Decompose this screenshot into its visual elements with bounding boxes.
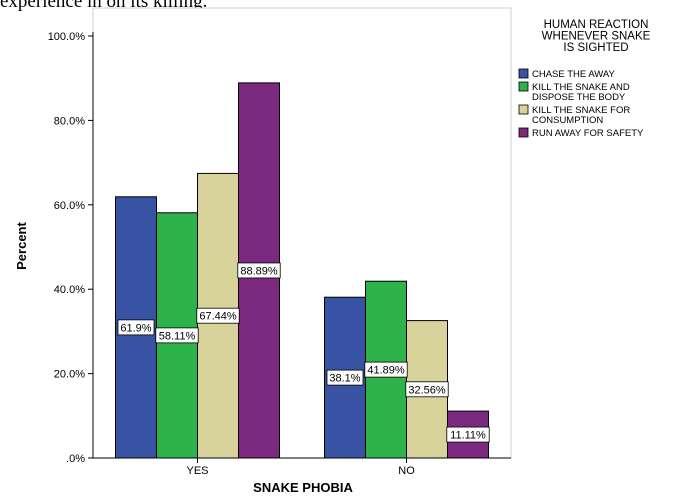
data-label-box	[326, 369, 364, 386]
y-tick-label: 20.0%	[54, 369, 85, 381]
legend-label: RUN AWAY FOR SAFETY	[532, 128, 644, 139]
y-axis: .0% 20.0% 40.0% 60.0% 80.0% 100.0%	[48, 31, 94, 465]
data-label: 88.89%	[240, 265, 278, 277]
legend-label: CONSUMPTION	[532, 115, 603, 126]
x-tick-label: NO	[398, 465, 415, 477]
legend-swatch	[518, 104, 529, 115]
x-axis: YES NO	[93, 457, 511, 477]
legend-title-line: IS SIGHTED	[563, 42, 628, 54]
legend-label: CHASE THE AWAY	[532, 69, 616, 80]
x-axis-title: SNAKE PHOBIA	[253, 480, 353, 495]
legend-label: KILL THE SNAKE FOR	[532, 105, 630, 116]
y-tick-label: 40.0%	[54, 284, 85, 296]
legend-title-line: WHENEVER SNAKE	[542, 31, 651, 43]
data-label-box	[196, 307, 240, 324]
data-label-box	[446, 426, 490, 443]
legend-swatch	[518, 68, 529, 79]
legend-label: DISPOSE THE BODY	[532, 92, 626, 103]
data-label: 11.11%	[450, 430, 486, 442]
y-tick-label: .0%	[66, 453, 85, 465]
legend-title-line: HUMAN REACTION	[544, 19, 649, 31]
legend-label: KILL THE SNAKE AND	[532, 82, 630, 93]
data-label: 41.89%	[367, 365, 405, 377]
legend-swatch	[518, 127, 529, 138]
data-label: 38.1%	[329, 373, 360, 385]
data-label: 32.56%	[408, 384, 446, 396]
data-label: 61.9%	[120, 322, 151, 334]
data-label: 58.11%	[159, 330, 196, 342]
y-tick-label: 60.0%	[54, 200, 85, 212]
y-axis-title: Percent	[14, 221, 29, 269]
legend-swatch	[518, 81, 529, 92]
y-tick-label: 100.0%	[48, 31, 86, 43]
data-label-box	[117, 319, 155, 336]
data-label-box	[405, 381, 449, 398]
y-tick-label: 80.0%	[54, 115, 85, 127]
data-label-box	[155, 327, 199, 344]
data-label-box	[237, 262, 281, 279]
data-label-box	[364, 361, 408, 378]
data-label: 67.44%	[199, 311, 237, 323]
data-labels: 61.9% 38.1% 58.11% 41.89% 67.44% 32.56% 88.89%…	[117, 262, 490, 443]
x-tick-label: YES	[186, 465, 208, 477]
